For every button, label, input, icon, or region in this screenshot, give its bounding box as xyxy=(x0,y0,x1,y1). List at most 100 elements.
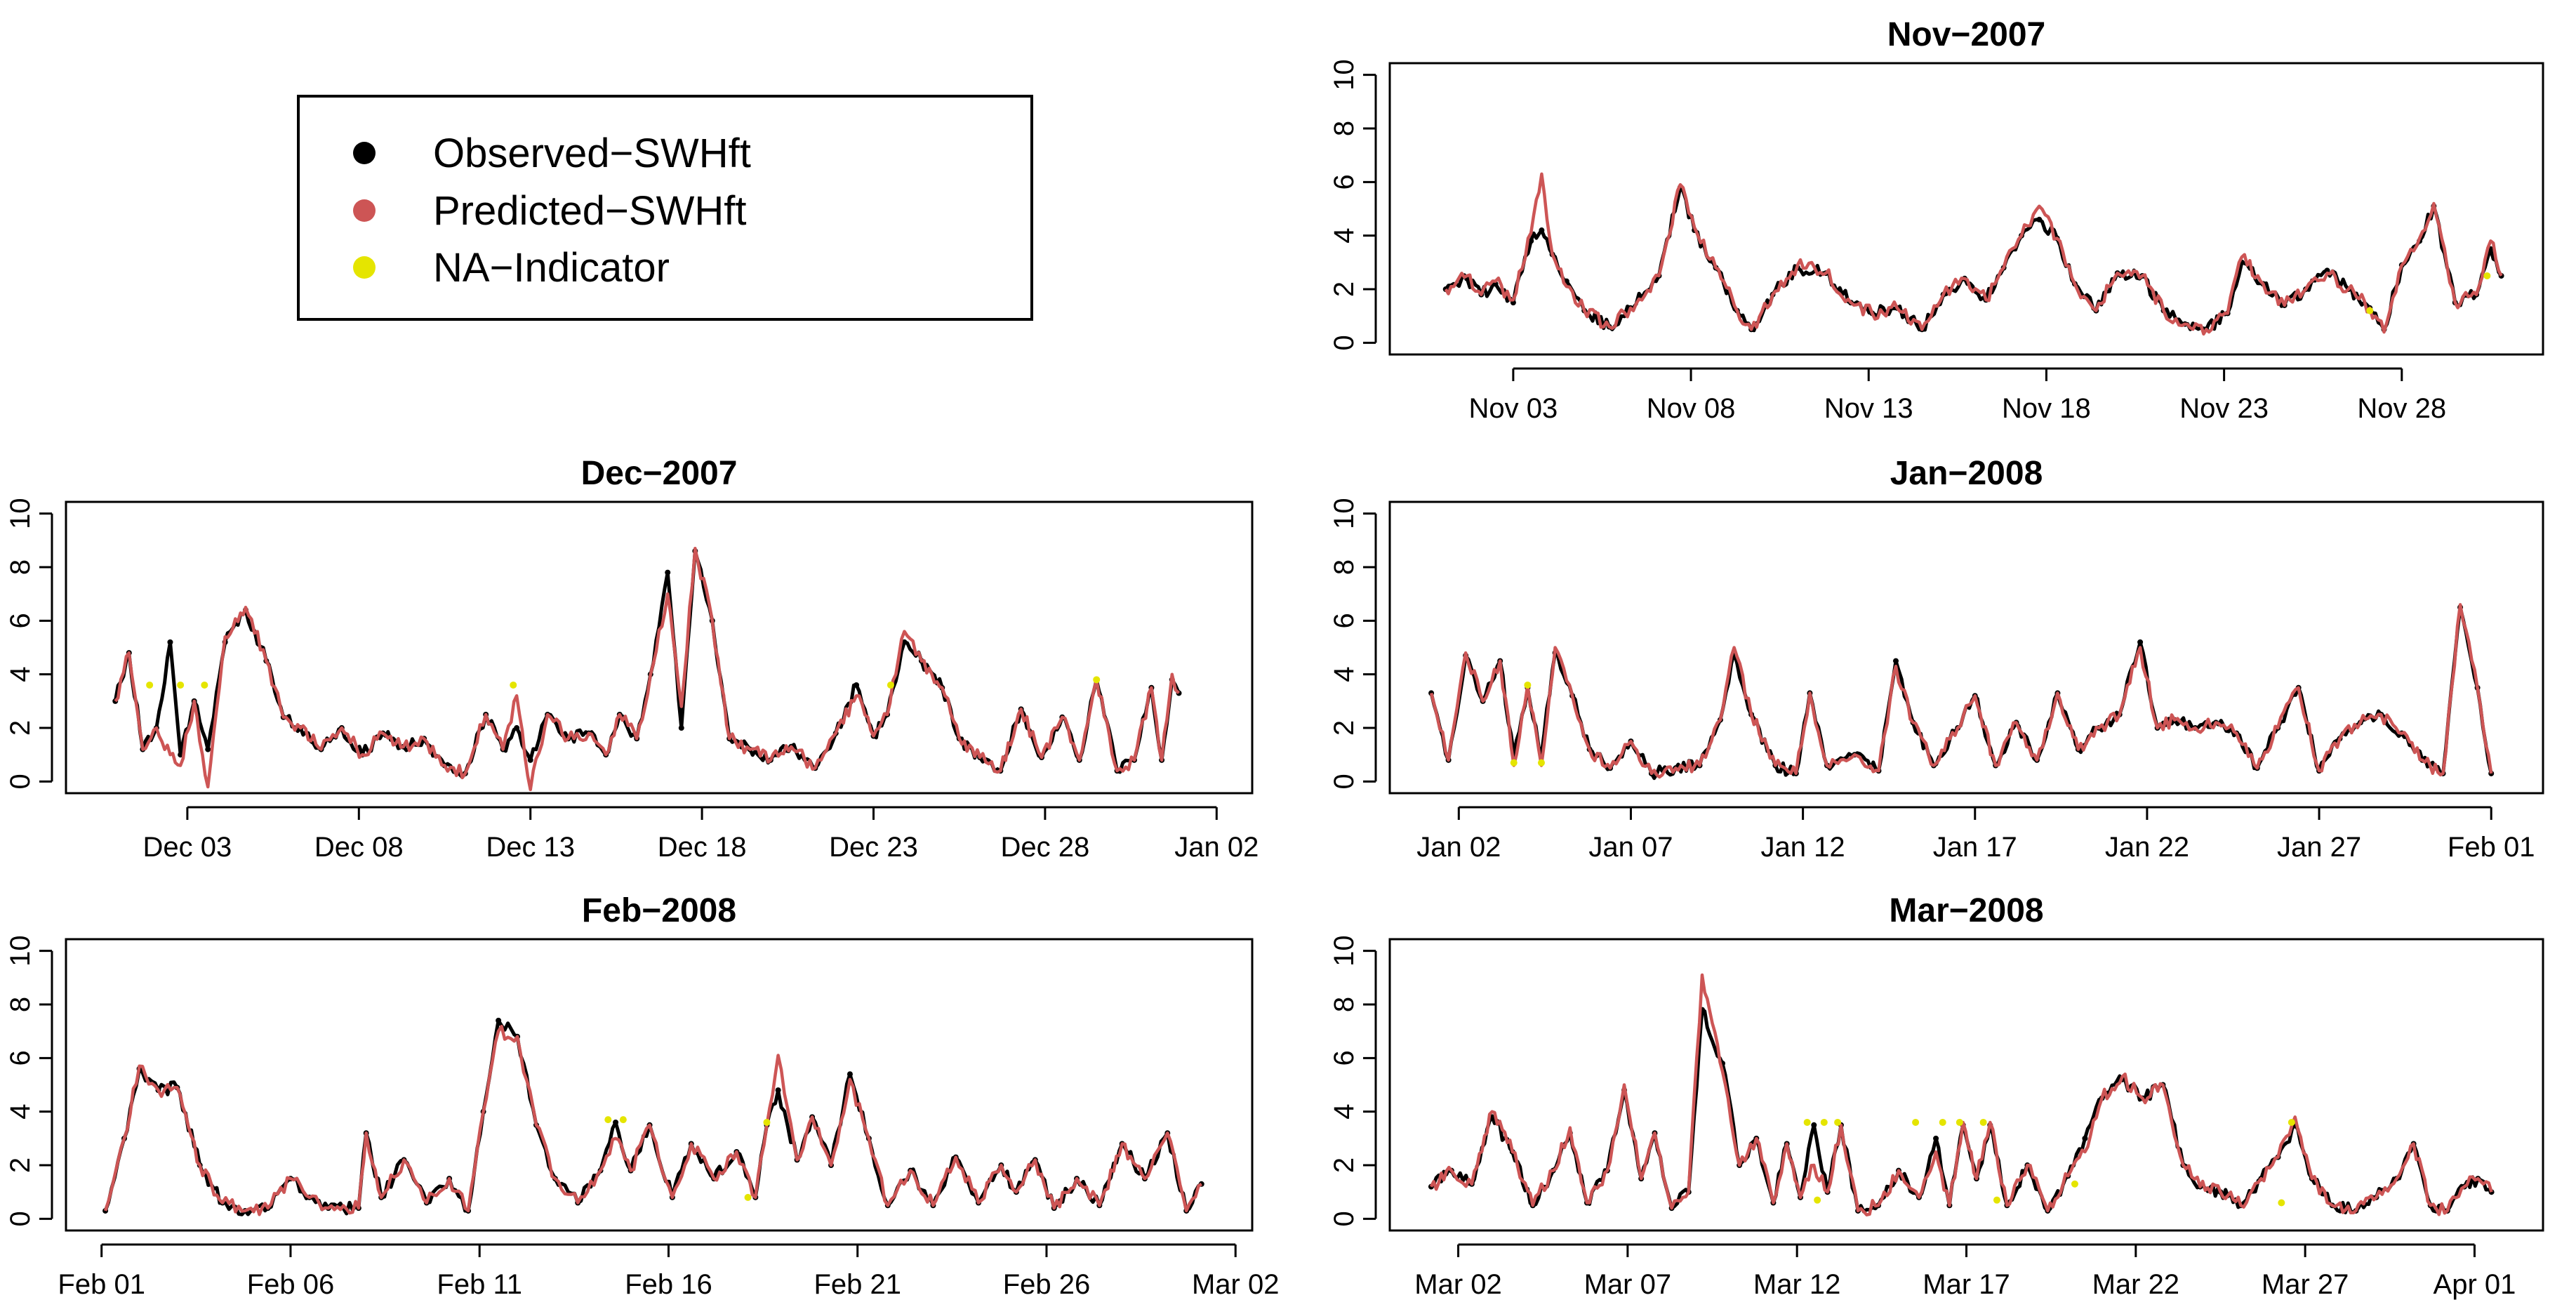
x-tick-label: Mar 22 xyxy=(2092,1269,2180,1300)
y-tick-label: 6 xyxy=(1329,613,1360,628)
x-tick-label: Dec 13 xyxy=(486,832,575,863)
x-tick-label: Jan 12 xyxy=(1761,832,1845,863)
series-observed-line xyxy=(103,1019,1203,1216)
x-tick-label: Feb 01 xyxy=(58,1269,145,1300)
na-indicator-point xyxy=(177,681,185,689)
x-tick-label: Feb 26 xyxy=(1003,1269,1091,1300)
na-indicator-point xyxy=(744,1193,752,1201)
na-indicator-point xyxy=(604,1116,612,1124)
observed-point xyxy=(527,757,533,763)
x-tick-label: Nov 13 xyxy=(1824,393,1913,424)
y-tick-label: 4 xyxy=(5,1104,36,1120)
na-indicator-point xyxy=(1814,1196,1821,1204)
series-predicted-line xyxy=(103,1024,1202,1216)
na-indicator-point xyxy=(1803,1118,1811,1126)
x-tick-label: Mar 27 xyxy=(2262,1269,2349,1300)
observed-point xyxy=(613,1119,619,1125)
y-tick-label: 2 xyxy=(1329,720,1360,736)
na-indicator-point xyxy=(2366,307,2374,314)
na-indicator-point xyxy=(1834,1118,1842,1126)
y-tick-label: 2 xyxy=(5,1157,36,1173)
x-tick-label: Jan 27 xyxy=(2277,832,2361,863)
na-indicator-point xyxy=(1820,1118,1828,1126)
observed-point xyxy=(665,569,671,576)
observed-point xyxy=(2137,639,2144,645)
na-indicator-point xyxy=(201,681,208,689)
legend-label-predicted: Predicted−SWHft xyxy=(433,188,746,234)
y-tick-label: 6 xyxy=(5,1050,36,1066)
na-indicator-point xyxy=(887,681,894,689)
y-tick-label: 0 xyxy=(5,1211,36,1226)
na-indicator-point xyxy=(2288,1118,2295,1126)
series-predicted-line xyxy=(1444,172,2503,336)
y-tick-label: 4 xyxy=(1329,228,1360,244)
y-tick-label: 8 xyxy=(1329,121,1360,136)
x-tick-label: Dec 08 xyxy=(314,832,404,863)
x-tick-label: Mar 02 xyxy=(1414,1269,1502,1300)
x-tick-label: Jan 17 xyxy=(1933,832,2017,863)
legend-label-observed: Observed−SWHft xyxy=(433,131,751,176)
x-tick-label: Dec 23 xyxy=(829,832,918,863)
x-tick-label: Mar 07 xyxy=(1584,1269,1672,1300)
x-tick-label: Mar 02 xyxy=(1192,1269,1280,1300)
plot-frame xyxy=(65,938,1254,1232)
legend-marker-predicted xyxy=(353,199,376,222)
na-indicator-point xyxy=(2278,1199,2285,1207)
legend: Observed−SWHft Predicted−SWHft NA−Indica… xyxy=(297,95,1033,321)
na-indicator-point xyxy=(1524,681,1532,689)
x-tick-label: Mar 17 xyxy=(1923,1269,2010,1300)
series-observed-line xyxy=(113,549,1181,779)
observed-point xyxy=(1892,658,1899,664)
y-tick-label: 2 xyxy=(1329,281,1360,297)
observed-point xyxy=(1528,238,1534,244)
y-tick-label: 10 xyxy=(5,935,36,967)
na-indicator-point xyxy=(763,1118,771,1126)
x-tick-label: Dec 18 xyxy=(658,832,747,863)
plot-frame xyxy=(1388,938,2544,1232)
observed-point xyxy=(678,725,684,731)
observed-point xyxy=(1539,227,1545,234)
y-tick-label: 6 xyxy=(1329,1050,1360,1066)
plot-frame xyxy=(1388,500,2544,795)
legend-marker-na xyxy=(353,256,376,279)
panel-title: Nov−2007 xyxy=(1887,16,2046,53)
observed-point xyxy=(167,639,173,645)
x-tick-label: Nov 08 xyxy=(1647,393,1736,424)
panel-dec-2007: Dec−2007 0 2 4 6 8 10 Dec 03 Dec 08 Dec 13 Dec 18 D… xyxy=(5,455,1259,863)
observed-point xyxy=(854,682,860,688)
y-tick-label: 6 xyxy=(5,613,36,628)
x-tick-label: Mar 12 xyxy=(1753,1269,1841,1300)
na-indicator-point xyxy=(1979,1118,1987,1126)
observed-point xyxy=(2082,1135,2088,1141)
na-indicator-point xyxy=(1093,676,1101,684)
y-tick-label: 0 xyxy=(1329,1211,1360,1226)
panel-title: Mar−2008 xyxy=(1889,892,2043,929)
y-tick-label: 4 xyxy=(1329,667,1360,682)
y-tick-label: 10 xyxy=(1329,498,1360,529)
series-observed-line xyxy=(1430,1008,2493,1214)
x-tick-label: Jan 02 xyxy=(1174,832,1259,863)
panel-jan-2008: Jan−2008 0 2 4 6 8 10 Jan 02 Jan 07 Jan 12 Jan 17 J… xyxy=(1329,455,2544,863)
legend-marker-observed xyxy=(353,142,376,164)
y-tick-label: 0 xyxy=(1329,774,1360,789)
observed-point xyxy=(901,639,908,645)
legend-box xyxy=(297,95,1033,321)
y-tick-label: 4 xyxy=(1329,1104,1360,1120)
series-predicted-line xyxy=(1429,973,2493,1216)
y-tick-label: 6 xyxy=(1329,174,1360,190)
na-indicator-point xyxy=(1956,1118,1963,1126)
x-tick-label: Nov 23 xyxy=(2179,393,2269,424)
y-tick-label: 8 xyxy=(1329,559,1360,575)
panel-mar-2008: Mar−2008 0 2 4 6 8 10 Mar 02 Mar 07 Mar 12 Mar 17 M… xyxy=(1329,892,2544,1300)
na-indicator-point xyxy=(1939,1118,1946,1126)
panel-title: Jan−2008 xyxy=(1890,455,2043,492)
x-tick-label: Jan 02 xyxy=(1416,832,1501,863)
panel-title: Feb−2008 xyxy=(582,892,736,929)
y-tick-label: 10 xyxy=(5,498,36,529)
x-tick-label: Feb 21 xyxy=(814,1269,901,1300)
x-tick-label: Feb 16 xyxy=(625,1269,712,1300)
y-tick-label: 4 xyxy=(5,667,36,682)
x-tick-label: Nov 03 xyxy=(1469,393,1558,424)
y-tick-label: 8 xyxy=(5,997,36,1012)
x-tick-label: Apr 01 xyxy=(2434,1269,2516,1300)
